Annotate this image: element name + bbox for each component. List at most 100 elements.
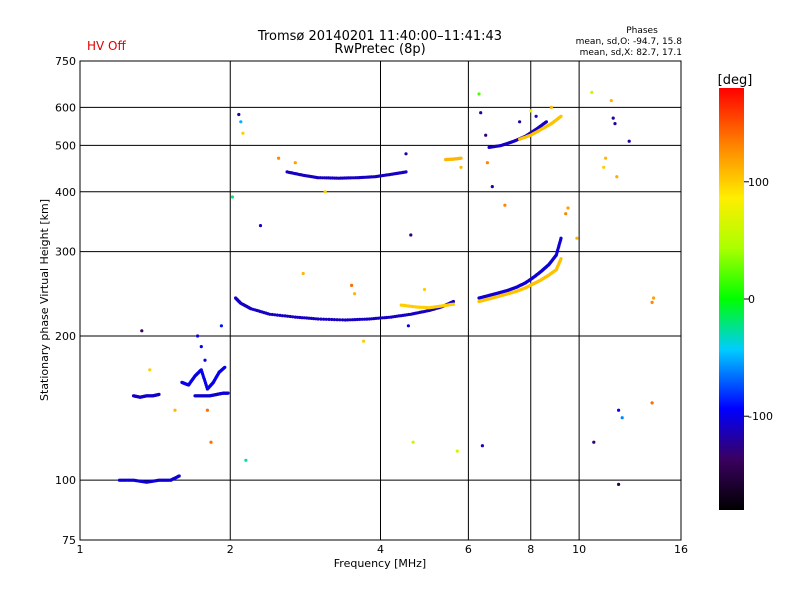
hv-status: HV Off (87, 39, 126, 53)
trace-point (319, 317, 323, 321)
data-point (293, 161, 297, 165)
data-point (617, 408, 621, 412)
trace-point (316, 317, 320, 321)
data-point (604, 156, 608, 160)
trace-point (309, 316, 313, 320)
data-point (173, 408, 177, 412)
data-point (566, 206, 570, 210)
data-point (239, 120, 243, 124)
trace-point (451, 302, 455, 306)
data-point (409, 233, 413, 237)
trace-point (544, 120, 549, 124)
trace-point (286, 314, 290, 318)
data-point (480, 444, 484, 448)
trace-point (330, 317, 334, 322)
data-point (479, 111, 483, 115)
trace-point (338, 318, 342, 322)
colorbar-tick-label: 100 (748, 176, 769, 189)
trace-point (293, 315, 297, 319)
trace-point (312, 317, 316, 321)
data-point (230, 195, 234, 199)
x-tick-label: 6 (465, 543, 472, 556)
data-point (422, 287, 427, 292)
x-tick-label: 8 (527, 543, 534, 556)
y-tick-label: 100 (55, 474, 76, 487)
trace-point (223, 365, 227, 369)
trace-point (404, 170, 408, 174)
data-point (404, 152, 408, 156)
data-point (301, 271, 305, 276)
data-point (406, 324, 410, 328)
data-point (617, 482, 621, 486)
phases-o-stats: mean, sd,O: -94.7, 15.8 (576, 37, 683, 47)
trace-point (350, 318, 355, 322)
trace-point (226, 391, 230, 395)
data-point (219, 324, 223, 328)
data-point (196, 334, 200, 338)
trace-point (177, 474, 181, 478)
data-point (611, 116, 615, 120)
trace-point (341, 318, 345, 322)
data-point (258, 224, 263, 228)
x-axis-label: Frequency [MHz] (334, 557, 426, 570)
data-point (350, 283, 354, 287)
colorbar-tick-label: -100 (748, 410, 773, 423)
data-point (650, 401, 654, 405)
phases-x-stats: mean, sd,X: 82.7, 17.1 (580, 48, 682, 58)
trace-point (302, 316, 306, 320)
trace-point (283, 314, 287, 318)
data-point (529, 109, 533, 113)
trace-point (332, 318, 336, 322)
trace-point (278, 313, 282, 317)
trace-point (270, 312, 274, 317)
y-tick-label: 75 (62, 534, 76, 547)
data-point (244, 458, 248, 462)
data-point (549, 105, 554, 109)
trace-point (280, 314, 285, 318)
data-point (323, 190, 327, 194)
axis-ticks: 1 2 4 6 8 10 16 75 100 200 300 400 500 600 750 (55, 55, 688, 556)
trace-point (275, 313, 279, 317)
data-point (534, 114, 538, 118)
data-point (140, 329, 144, 333)
trace-point (559, 257, 563, 261)
chart-subtitle: RwPretec (8p) (334, 42, 425, 57)
trace-point (288, 314, 292, 319)
colorbar-tick-label: 0 (748, 293, 755, 306)
data-point (455, 449, 459, 453)
y-tick-label: 600 (55, 101, 76, 114)
data-point (241, 131, 245, 135)
x-tick-label: 2 (227, 543, 234, 556)
y-tick-label: 200 (55, 330, 76, 343)
trace-point (353, 318, 357, 322)
trace-point (327, 317, 331, 321)
trace-point (451, 299, 455, 304)
data-point (485, 161, 489, 165)
data-point (650, 300, 654, 304)
trace-point (348, 318, 352, 322)
trace-point (365, 317, 369, 321)
colorbar-label: [deg] (718, 73, 753, 88)
trace-point (346, 318, 350, 322)
trace-point (358, 317, 362, 321)
trace-point (298, 315, 302, 320)
grid-lines (80, 61, 681, 540)
data-point (609, 99, 613, 103)
chart-title: Tromsø 20140201 11:40:00–11:41:43 (257, 29, 502, 44)
data-point (490, 185, 494, 189)
data-point (503, 203, 507, 207)
data-point (148, 368, 152, 372)
data-points (117, 90, 656, 486)
data-point (199, 345, 203, 349)
data-point (627, 139, 631, 143)
data-point (575, 236, 579, 240)
data-point (602, 165, 606, 169)
data-point (620, 416, 624, 420)
trace-point (343, 318, 347, 322)
y-axis-label: Stationary phase Virtual Height [km] (38, 199, 51, 401)
colorbar (719, 88, 744, 510)
trace-point (157, 392, 161, 396)
data-point (277, 156, 281, 160)
x-tick-label: 16 (674, 543, 688, 556)
trace-point (305, 316, 309, 320)
